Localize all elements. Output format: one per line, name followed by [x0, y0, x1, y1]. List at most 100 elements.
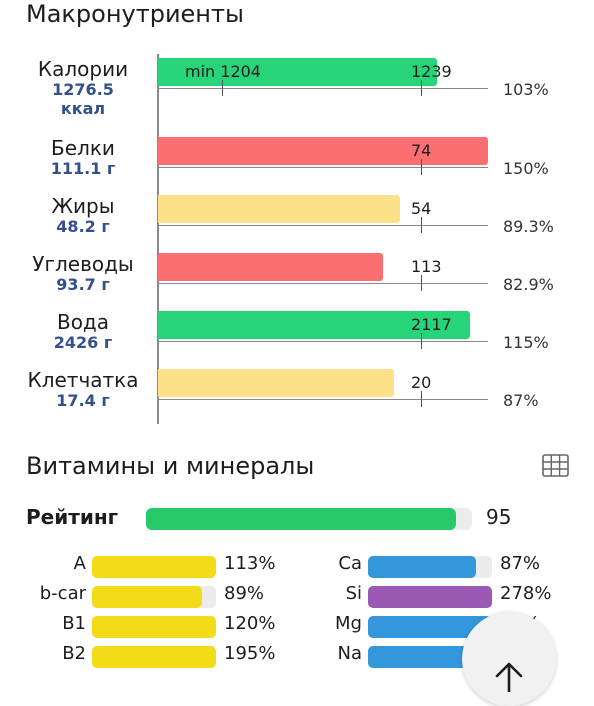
nutrient-bar	[158, 137, 488, 165]
scroll-up-button[interactable]	[462, 612, 556, 706]
nutrient-item[interactable]: Ca 87%	[300, 553, 580, 583]
nutrient-name: Клетчатка	[27, 368, 139, 392]
vitamins-title: Витамины и минералы	[26, 452, 315, 480]
nutrient-item-bar-fill	[92, 646, 216, 668]
nutrient-norm: 54	[411, 199, 432, 218]
nutrient-norm: 1239	[411, 62, 452, 81]
nutrient-item-percent: 87%	[500, 553, 541, 574]
norm-tick	[421, 391, 422, 407]
nutrient-item-bar	[368, 586, 492, 608]
nutrient-amount: 1276.5	[52, 80, 114, 99]
nutrient-percent: 115%	[503, 333, 549, 352]
nutrient-item[interactable]: B1 120%	[24, 613, 304, 643]
nutrient-norm-line	[158, 341, 488, 342]
nutrient-item[interactable]: A 113%	[24, 553, 304, 583]
nutrient-amount: 48.2 г	[56, 217, 110, 236]
nutrient-bar	[158, 311, 470, 339]
nutrient-bar	[158, 253, 383, 281]
nutrient-name: Калории	[37, 57, 129, 81]
nutrient-item-bar-fill	[368, 556, 476, 578]
nutrient-percent: 89.3%	[503, 217, 554, 236]
nutrient-item[interactable]: Si 278%	[300, 583, 580, 613]
nutrient-row[interactable]: Жиры 48.2 г 54 89.3%	[0, 195, 594, 253]
nutrient-item-bar	[92, 586, 216, 608]
nutrient-norm-line	[158, 167, 488, 168]
nutrient-item-name: B2	[62, 643, 86, 664]
nutrient-norm: 20	[411, 373, 432, 392]
nutrient-label: Белки 111.1 г	[0, 137, 166, 178]
nutrient-item-name: b-car	[39, 583, 86, 604]
nutrient-percent: 82.9%	[503, 275, 554, 294]
nutrient-item[interactable]: B2 195%	[24, 643, 304, 673]
nutrient-label: Калории 1276.5 ккал	[0, 58, 166, 118]
nutrient-amount: 2426 г	[53, 333, 113, 352]
nutrient-amount: 93.7 г	[56, 275, 110, 294]
nutrient-item-name: Na	[337, 643, 363, 664]
nutrient-item-bar	[92, 556, 216, 578]
nutrient-row[interactable]: Углеводы 93.7 г 113 82.9%	[0, 253, 594, 311]
nutrient-item-name: A	[73, 553, 86, 574]
norm-tick	[421, 159, 422, 175]
nutrient-item-bar-fill	[92, 616, 216, 638]
nutrient-item-name: Ca	[338, 553, 362, 574]
nutrient-row[interactable]: Клетчатка 17.4 г 20 87%	[0, 369, 594, 427]
rating-label: Рейтинг	[26, 505, 119, 529]
nutrient-row[interactable]: Вода 2426 г 2117 115%	[0, 311, 594, 369]
rating-bar-fill	[146, 508, 456, 530]
nutrient-item-bar-fill	[92, 586, 202, 608]
nutrient-unit: ккал	[60, 99, 106, 118]
nutrient-item-bar-fill	[368, 616, 491, 638]
nutrient-item-percent: 195%	[224, 643, 276, 664]
nutrient-item-bar	[368, 556, 492, 578]
min-tick	[222, 80, 223, 96]
nutrient-min: min 1204	[185, 62, 261, 81]
nutrient-name: Жиры	[51, 194, 115, 218]
macros-axis	[157, 54, 159, 424]
nutrient-norm-line	[158, 399, 488, 400]
table-icon[interactable]	[542, 454, 569, 477]
nutrient-norm-line	[158, 88, 488, 89]
nutrient-item-name: Si	[345, 583, 362, 604]
nutrient-item-bar-fill	[368, 646, 492, 668]
nutrient-item-bar	[368, 646, 492, 668]
nutrient-item[interactable]: Na	[300, 643, 580, 673]
norm-tick	[421, 217, 422, 233]
nutrient-row[interactable]: Белки 111.1 г 74 150%	[0, 137, 594, 195]
nutrient-item-bar-fill	[92, 556, 216, 578]
nutrient-item-bar	[92, 646, 216, 668]
nutrient-bar	[158, 195, 400, 223]
nutrient-percent: 103%	[503, 80, 549, 99]
nutrient-name: Вода	[56, 310, 110, 334]
nutrient-percent: 87%	[503, 391, 539, 410]
nutrient-amount: 17.4 г	[56, 391, 110, 410]
rating-bar	[146, 508, 472, 530]
nutrient-label: Вода 2426 г	[0, 311, 166, 352]
nutrient-amount: 111.1 г	[50, 159, 116, 178]
nutrient-bar	[158, 369, 394, 397]
nutrient-bar	[158, 58, 437, 86]
nutrient-norm-line	[158, 225, 488, 226]
nutrient-name: Углеводы	[32, 252, 134, 276]
nutrient-row[interactable]: Калории 1276.5 ккал 1239 min 1204 103%	[0, 58, 594, 118]
nutrient-norm-line	[158, 283, 488, 284]
nutrient-percent: 150%	[503, 159, 549, 178]
nutrient-item-name: Mg	[335, 613, 362, 634]
nutrient-norm: 74	[411, 141, 432, 160]
nutrient-label: Жиры 48.2 г	[0, 195, 166, 236]
arrow-up-icon	[495, 662, 523, 692]
nutrient-norm: 113	[411, 257, 442, 276]
nutrient-label: Клетчатка 17.4 г	[0, 369, 166, 410]
nutrient-item-bar-fill	[368, 586, 492, 608]
macros-title: Макронутриенты	[26, 0, 244, 28]
rating-value: 95	[486, 505, 512, 529]
norm-tick	[421, 333, 422, 349]
nutrient-item-percent: 113%	[224, 553, 276, 574]
nutrient-item-percent: 120%	[224, 613, 276, 634]
nutrient-norm: 2117	[411, 315, 452, 334]
nutrient-label: Углеводы 93.7 г	[0, 253, 166, 294]
norm-tick	[421, 80, 422, 96]
norm-tick	[421, 275, 422, 291]
nutrient-item-percent: 278%	[500, 583, 552, 604]
nutrient-item[interactable]: b-car 89%	[24, 583, 304, 613]
nutrient-item-bar	[368, 616, 492, 638]
